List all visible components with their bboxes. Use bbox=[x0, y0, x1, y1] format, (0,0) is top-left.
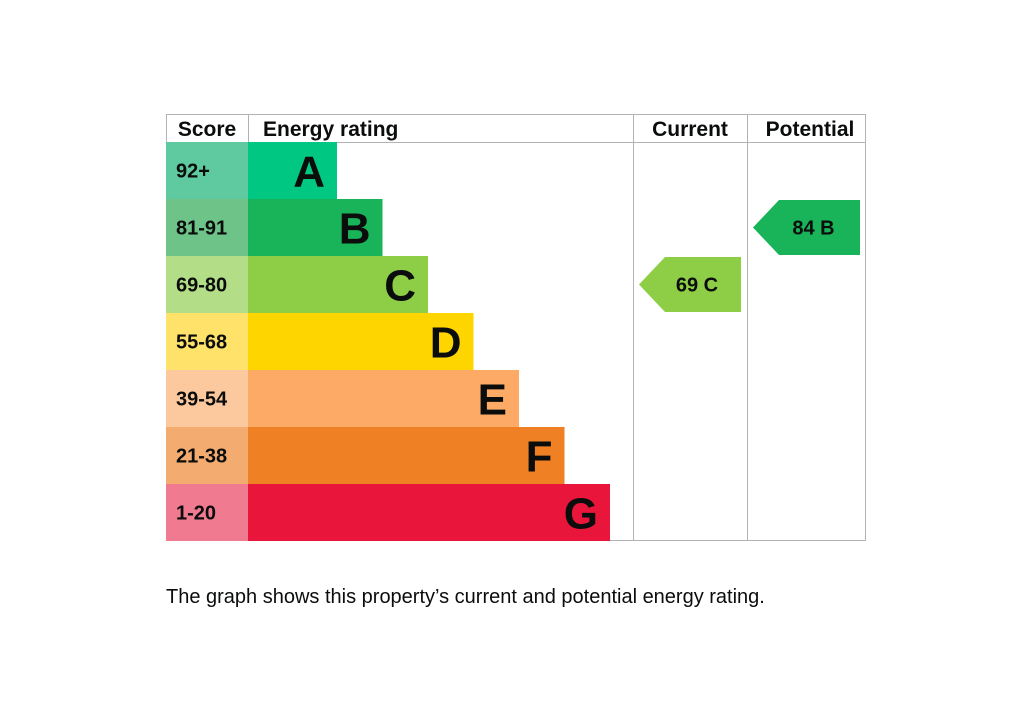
score-cell-a bbox=[166, 142, 248, 199]
score-cell-c bbox=[166, 256, 248, 313]
band-bar-e bbox=[248, 370, 519, 427]
band-bar-a bbox=[248, 142, 337, 199]
score-cell-f bbox=[166, 427, 248, 484]
band-bar-f bbox=[248, 427, 565, 484]
band-letter-c: C bbox=[384, 262, 416, 311]
score-label-d: 55-68 bbox=[176, 332, 227, 354]
score-label-a: 92+ bbox=[176, 161, 210, 183]
score-label-c: 69-80 bbox=[176, 275, 227, 297]
score-label-g: 1-20 bbox=[176, 503, 216, 525]
score-cell-b bbox=[166, 199, 248, 256]
chart-caption: The graph shows this property’s current … bbox=[166, 586, 765, 608]
potential-rating-arrow bbox=[753, 200, 860, 255]
score-label-b: 81-91 bbox=[176, 218, 227, 240]
header-current: Current bbox=[652, 118, 728, 141]
band-letter-e: E bbox=[478, 376, 507, 425]
potential-rating-label: 84 B bbox=[792, 218, 834, 240]
band-letter-b: B bbox=[339, 205, 371, 254]
current-rating-label: 69 C bbox=[676, 275, 718, 297]
score-cell-d bbox=[166, 313, 248, 370]
band-letter-f: F bbox=[526, 433, 553, 482]
score-label-f: 21-38 bbox=[176, 446, 227, 468]
band-letter-d: D bbox=[430, 319, 462, 368]
rating-bands: 92+ A 81-91 B 69-80 C 55-68 D 39-54 E 21-38 F 1-20 G bbox=[166, 142, 610, 541]
band-bar-c bbox=[248, 256, 428, 313]
band-letter-a: A bbox=[293, 148, 325, 197]
header-score: Score bbox=[178, 118, 236, 141]
header-potential: Potential bbox=[766, 118, 855, 141]
band-bar-d bbox=[248, 313, 474, 370]
band-letter-g: G bbox=[564, 490, 598, 539]
score-cell-e bbox=[166, 370, 248, 427]
band-bar-b bbox=[248, 199, 383, 256]
rating-indicators: 69 C 84 B bbox=[639, 200, 860, 312]
score-label-e: 39-54 bbox=[176, 389, 228, 411]
header-energy-rating: Energy rating bbox=[263, 118, 398, 141]
chart-headers: Score Energy rating Current Potential bbox=[178, 118, 855, 141]
band-bar-g bbox=[248, 484, 610, 541]
current-rating-arrow bbox=[639, 257, 741, 312]
score-cell-g bbox=[166, 484, 248, 541]
